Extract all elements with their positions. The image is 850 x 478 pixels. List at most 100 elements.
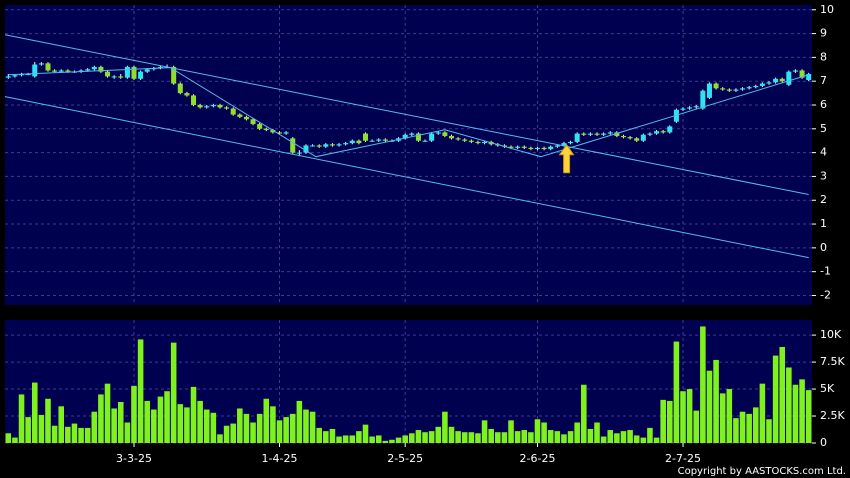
candle-body <box>680 108 686 110</box>
volume-bar <box>733 418 739 443</box>
candle-body <box>349 140 355 144</box>
volume-bar <box>799 379 805 443</box>
y-tick-label: 7.5K <box>820 355 845 368</box>
volume-bar <box>91 411 98 443</box>
candle-body <box>124 66 130 78</box>
candle-body <box>356 140 362 144</box>
candle-body <box>303 145 309 153</box>
x-tick-label: 1-4-25 <box>262 452 298 465</box>
candle-body <box>667 126 673 133</box>
candle-body <box>422 140 428 142</box>
y-tick-label: 5K <box>820 382 835 395</box>
candle-body <box>144 69 150 72</box>
volume-bar <box>217 434 223 443</box>
candle-body <box>65 70 71 72</box>
candle-body <box>217 105 223 108</box>
candle-body <box>131 66 137 79</box>
volume-bar <box>693 410 700 443</box>
candle-body <box>52 70 58 72</box>
volume-bar <box>468 432 475 443</box>
candle-body <box>614 132 620 136</box>
volume-bar <box>151 409 157 443</box>
volume-bar <box>197 400 203 443</box>
volume-bar <box>210 412 217 443</box>
volume-bar <box>289 413 296 443</box>
candle-body <box>415 133 421 141</box>
volume-bar <box>256 413 263 443</box>
candle-body <box>210 105 216 107</box>
volume-bar <box>223 425 230 443</box>
candle-body <box>85 69 91 71</box>
volume-bar <box>647 427 653 443</box>
volume-bar <box>779 346 786 443</box>
volume-bar <box>528 432 534 443</box>
volume-bar <box>759 383 766 443</box>
volume-bar <box>501 432 508 443</box>
candle-body <box>118 76 124 78</box>
volume-bar <box>303 409 309 443</box>
volume-bar <box>184 407 190 443</box>
volume-bar <box>12 437 18 443</box>
y-tick-label: 8 <box>820 50 827 63</box>
volume-bar <box>428 431 435 443</box>
volume-bar <box>263 398 270 443</box>
candle-body <box>290 138 296 153</box>
candle-body <box>594 133 600 135</box>
copyright: Copyright by AASTOCKS.com Ltd. <box>678 466 846 477</box>
volume-bar <box>170 342 177 443</box>
volume-bar <box>203 409 210 443</box>
y-tick-label: -1 <box>820 265 831 278</box>
volume-bar <box>640 437 647 443</box>
candle-body <box>32 64 38 77</box>
price-panel <box>5 5 812 305</box>
candle-body <box>323 144 329 147</box>
volume-bar <box>283 417 289 443</box>
volume-bar <box>131 385 137 443</box>
candle-body <box>12 75 18 77</box>
candle-body <box>184 93 190 96</box>
candle-body <box>482 141 488 144</box>
candle-body <box>91 66 97 70</box>
volume-bar <box>719 393 726 443</box>
trend-line <box>4 34 809 196</box>
y-tick-label: 7 <box>820 74 827 87</box>
candle-body <box>243 116 249 120</box>
volume-bar <box>792 384 799 443</box>
candle-body <box>177 83 183 94</box>
candle-body <box>773 78 779 83</box>
candle-body <box>779 78 785 82</box>
volume-bar <box>600 436 607 443</box>
candle-body <box>230 108 236 115</box>
candle-body <box>45 63 51 71</box>
candle-body <box>660 131 666 133</box>
volume-bar <box>157 396 164 443</box>
candle-body <box>713 83 719 89</box>
candle-body <box>508 146 514 148</box>
volume-bar <box>137 339 144 443</box>
candle-body <box>191 95 197 105</box>
volume-bar <box>84 427 91 443</box>
volume-bar <box>786 367 792 443</box>
volume-bar <box>554 431 561 443</box>
volume-bar <box>488 428 494 443</box>
volume-bar <box>442 411 448 443</box>
candle-body <box>687 107 693 109</box>
volume-bar <box>296 400 303 443</box>
volume-bar <box>382 440 389 443</box>
candle-body <box>554 145 560 147</box>
candle-body <box>766 82 772 84</box>
volume-bar <box>567 431 574 443</box>
candle-body <box>521 146 527 148</box>
volume-bar <box>78 427 84 443</box>
volume-bar <box>680 391 686 443</box>
volume-bar <box>124 422 131 443</box>
y-tick-label: 0 <box>820 436 827 449</box>
candle-body <box>733 89 739 91</box>
candle-body <box>806 74 812 80</box>
candle-body <box>38 63 44 65</box>
volume-bar <box>270 406 276 443</box>
candle-body <box>799 70 805 78</box>
candle-body <box>587 133 593 135</box>
candle-body <box>111 76 117 78</box>
